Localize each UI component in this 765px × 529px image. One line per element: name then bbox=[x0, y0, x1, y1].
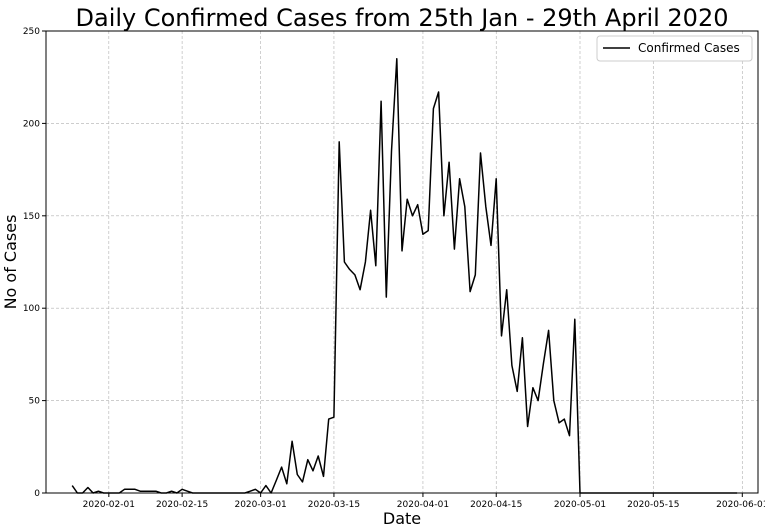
x-tick-label: 2020-05-15 bbox=[627, 500, 679, 510]
y-tick-label: 100 bbox=[23, 304, 40, 314]
x-tick-label: 2020-03-15 bbox=[308, 500, 360, 510]
grid bbox=[46, 30, 758, 494]
x-tick-label: 2020-02-15 bbox=[156, 500, 208, 510]
y-tick-label: 50 bbox=[29, 397, 41, 407]
x-tick-label: 2020-04-01 bbox=[397, 500, 449, 510]
x-tick-label: 2020-03-01 bbox=[234, 500, 286, 510]
y-axis: 0 50 100 150 200 250 bbox=[23, 27, 46, 499]
y-tick-label: 0 bbox=[34, 489, 40, 499]
x-axis: 2020-02-01 2020-02-15 2020-03-01 2020-03-15… bbox=[83, 493, 765, 510]
x-tick-label: 2020-04-15 bbox=[470, 500, 522, 510]
y-tick-label: 250 bbox=[23, 27, 40, 37]
legend: Confirmed Cases bbox=[596, 35, 753, 62]
series-line-confirmed-cases bbox=[71, 57, 738, 494]
x-tick-label: 2020-05-01 bbox=[554, 500, 606, 510]
x-axis-label: Date bbox=[383, 509, 421, 528]
x-tick-label: 2020-02-01 bbox=[83, 500, 135, 510]
y-tick-label: 200 bbox=[23, 119, 40, 129]
chart-title: Daily Confirmed Cases from 25th Jan - 29… bbox=[76, 4, 729, 32]
legend-label-confirmed-cases: Confirmed Cases bbox=[638, 41, 740, 55]
legend-box bbox=[596, 35, 753, 62]
x-tick-label: 2020-06-01 bbox=[716, 500, 765, 510]
plot-frame bbox=[45, 30, 759, 494]
y-axis-label: No of Cases bbox=[1, 215, 20, 310]
y-tick-label: 150 bbox=[23, 212, 40, 222]
